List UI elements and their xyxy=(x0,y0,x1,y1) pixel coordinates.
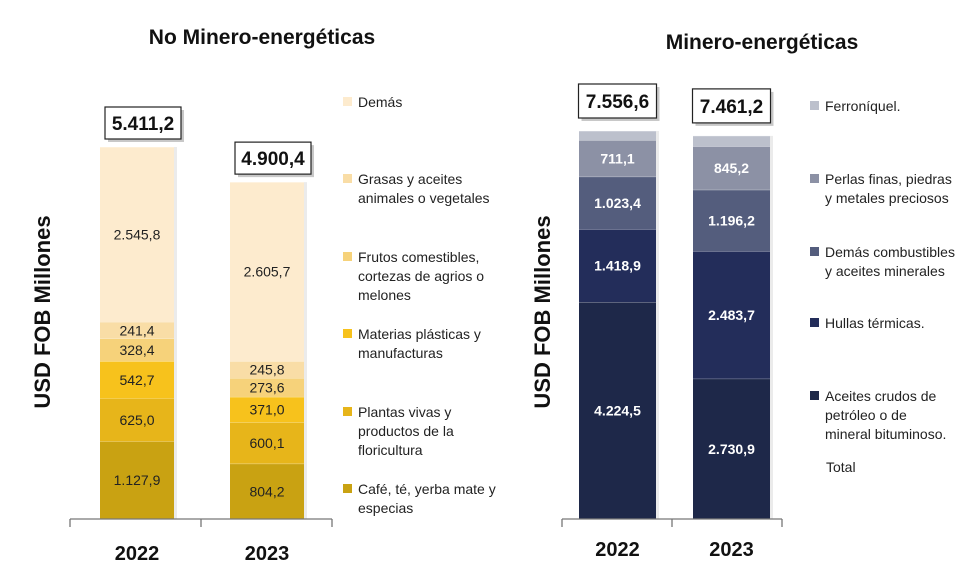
x-tick-label: 2023 xyxy=(245,543,290,565)
legend-label: Perlas finas, piedras y metales precioso… xyxy=(825,171,952,206)
bar-segment xyxy=(693,378,770,519)
total-label: 7.556,6 xyxy=(586,92,649,113)
bar-segment xyxy=(693,146,770,190)
legend-item: Demás combustibles y aceites minerales xyxy=(810,243,955,281)
bar-segment xyxy=(579,302,656,519)
bar-segment xyxy=(579,131,656,141)
legend-item: Grasas y aceites animales o vegetales xyxy=(343,170,513,208)
bar-segment xyxy=(230,361,304,379)
bar-segment xyxy=(693,135,770,147)
data-label: 542,7 xyxy=(119,372,154,388)
legend-swatch xyxy=(810,391,819,400)
legend-swatch xyxy=(343,97,352,106)
legend-item: Frutos comestibles, cortezas de agrios o… xyxy=(343,248,508,305)
bar-segment xyxy=(230,378,304,397)
legend-label: Plantas vivas y productos de la floricul… xyxy=(358,404,454,458)
bar-segment xyxy=(100,322,174,339)
bar-segment xyxy=(230,182,304,362)
bar-segment xyxy=(230,422,304,464)
data-label: 804,2 xyxy=(249,483,284,499)
x-tick-label: 2022 xyxy=(595,539,640,561)
legend-label: Demás combustibles y aceites minerales xyxy=(825,244,955,279)
legend-item: Demás xyxy=(343,93,503,112)
x-tick-label: 2022 xyxy=(115,543,160,565)
data-label: 4.224,5 xyxy=(594,403,641,419)
chart-title-no-minero: No Minero-energéticas xyxy=(149,26,375,49)
legend-label: Aceites crudos de petróleo o de mineral … xyxy=(825,388,947,442)
y-axis-label-no-minero: USD FOB Millones xyxy=(30,215,55,408)
legend-item: Materias plásticas y manufacturas xyxy=(343,325,513,363)
data-label: 245,8 xyxy=(249,362,284,378)
legend-swatch xyxy=(810,174,819,183)
data-label: 845,2 xyxy=(714,160,749,176)
legend-item: Ferroníquel. xyxy=(810,97,950,116)
data-label: 1.418,9 xyxy=(594,258,641,274)
y-axis-label-minero: USD FOB Millones xyxy=(530,215,555,408)
legend-label: Materias plásticas y manufacturas xyxy=(358,326,481,361)
bar-segment xyxy=(100,441,174,519)
data-label: 2.545,8 xyxy=(114,227,161,243)
bar-segment xyxy=(579,140,656,177)
data-label: 2.483,7 xyxy=(708,307,755,323)
bar-segment xyxy=(230,463,304,519)
data-label: 600,1 xyxy=(249,435,284,451)
bar-segment xyxy=(579,176,656,230)
data-label: 2.730,9 xyxy=(708,441,755,457)
total-label: 7.461,2 xyxy=(700,97,763,118)
data-label: 711,1 xyxy=(600,150,634,166)
legend-swatch xyxy=(343,252,352,261)
total-box xyxy=(691,88,772,124)
legend-label: Café, té, yerba mate y especias xyxy=(358,481,496,516)
data-label: 371,0 xyxy=(249,402,284,418)
legend-swatch xyxy=(343,484,352,493)
bar-shadow xyxy=(770,135,773,519)
bar-shadow xyxy=(304,182,307,519)
legend-swatch xyxy=(810,101,819,110)
data-label: 328,4 xyxy=(119,342,154,358)
x-tick-label: 2023 xyxy=(709,539,754,561)
bar-segment xyxy=(579,229,656,303)
legend-item: Café, té, yerba mate y especias xyxy=(343,480,513,518)
bar-shadow xyxy=(656,131,659,519)
legend-item: Aceites crudos de petróleo o de mineral … xyxy=(810,387,955,444)
legend-swatch xyxy=(810,318,819,327)
bar-segment xyxy=(693,251,770,379)
bar-segment xyxy=(100,398,174,442)
legend-item: Plantas vivas y productos de la floricul… xyxy=(343,403,483,460)
legend-item: Perlas finas, piedras y metales precioso… xyxy=(810,170,955,208)
bar-segment xyxy=(230,396,304,423)
legend-swatch xyxy=(810,247,819,256)
bar-shadow xyxy=(174,147,177,519)
total-box xyxy=(234,141,312,175)
legend-swatch xyxy=(343,407,352,416)
data-label: 1.023,4 xyxy=(594,195,641,211)
legend-item: Hullas térmicas. xyxy=(810,314,955,333)
data-label: 2.605,7 xyxy=(244,264,291,280)
bar-segment xyxy=(693,189,770,252)
total-label: 5.411,2 xyxy=(112,114,174,135)
data-label: 273,6 xyxy=(249,380,284,396)
data-label: 1.127,9 xyxy=(114,472,161,488)
legend-label: Hullas térmicas. xyxy=(825,315,925,331)
total-label: 4.900,4 xyxy=(241,149,305,170)
data-label: 1.196,2 xyxy=(708,213,755,229)
chart-title-minero: Minero-energéticas xyxy=(666,31,859,54)
total-box xyxy=(577,83,658,119)
legend-swatch xyxy=(343,174,352,183)
legend-label: Demás xyxy=(358,94,403,110)
bar-segment xyxy=(100,338,174,362)
legend-swatch xyxy=(343,329,352,338)
bar-segment xyxy=(100,361,174,399)
data-label: 241,4 xyxy=(119,322,154,338)
bar-segment xyxy=(100,147,174,323)
data-label: 625,0 xyxy=(119,412,154,428)
legend-label: Ferroníquel. xyxy=(825,98,901,114)
legend-label: Grasas y aceites animales o vegetales xyxy=(358,171,490,206)
legend-label: Frutos comestibles, cortezas de agrios o… xyxy=(358,249,485,303)
legend-total-label: Total xyxy=(826,459,856,475)
total-box xyxy=(104,106,182,140)
